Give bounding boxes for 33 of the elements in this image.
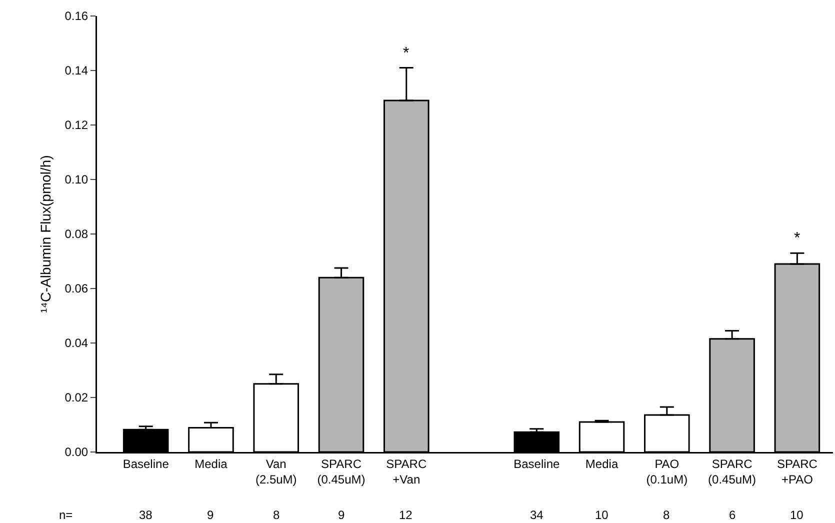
y-tick-label: 0.14 <box>64 64 88 78</box>
text: 12 <box>399 508 413 522</box>
text: 10 <box>595 508 609 522</box>
text: 8 <box>273 508 280 522</box>
y-tick-label: 0.04 <box>64 336 88 350</box>
y-tick-label: 0.02 <box>64 390 88 405</box>
text: 34 <box>530 508 544 522</box>
x-tick-label: Van (2.5uM) <box>255 456 297 486</box>
text: 6 <box>729 508 736 522</box>
text: 10 <box>790 508 804 522</box>
text: 8 <box>663 508 670 522</box>
annotation: * <box>794 230 800 247</box>
x-tick-label: SPARC (0.45uM) <box>317 456 366 486</box>
y-axis-title: ¹⁴C-Albumin Flux(pmol/h) <box>38 155 54 313</box>
y-tick-label: 0.00 <box>64 445 88 460</box>
x-tick-label: SPARC (0.45uM) <box>708 456 756 486</box>
x-tick-label: Media <box>194 456 228 471</box>
y-tick-label: 0.08 <box>64 227 88 242</box>
x-tick-label: Baseline <box>514 456 560 471</box>
text: 9 <box>207 508 214 522</box>
y-tick-label: 0.16 <box>64 9 88 24</box>
x-tick-label: PAO (0.1uM) <box>646 456 688 486</box>
y-tick-label: 0.10 <box>64 172 88 187</box>
text: 9 <box>338 508 345 522</box>
text: 38 <box>139 508 153 522</box>
y-tick-label: 0.06 <box>64 282 88 296</box>
x-tick-label: SPARC +Van <box>386 456 427 486</box>
text: n= <box>59 508 73 522</box>
x-tick-label: Media <box>585 456 618 471</box>
x-tick-label: SPARC +PAO <box>776 456 818 486</box>
y-tick-label: 0.12 <box>64 118 88 132</box>
annotation: * <box>403 45 410 62</box>
x-tick-label: Baseline <box>122 456 170 471</box>
